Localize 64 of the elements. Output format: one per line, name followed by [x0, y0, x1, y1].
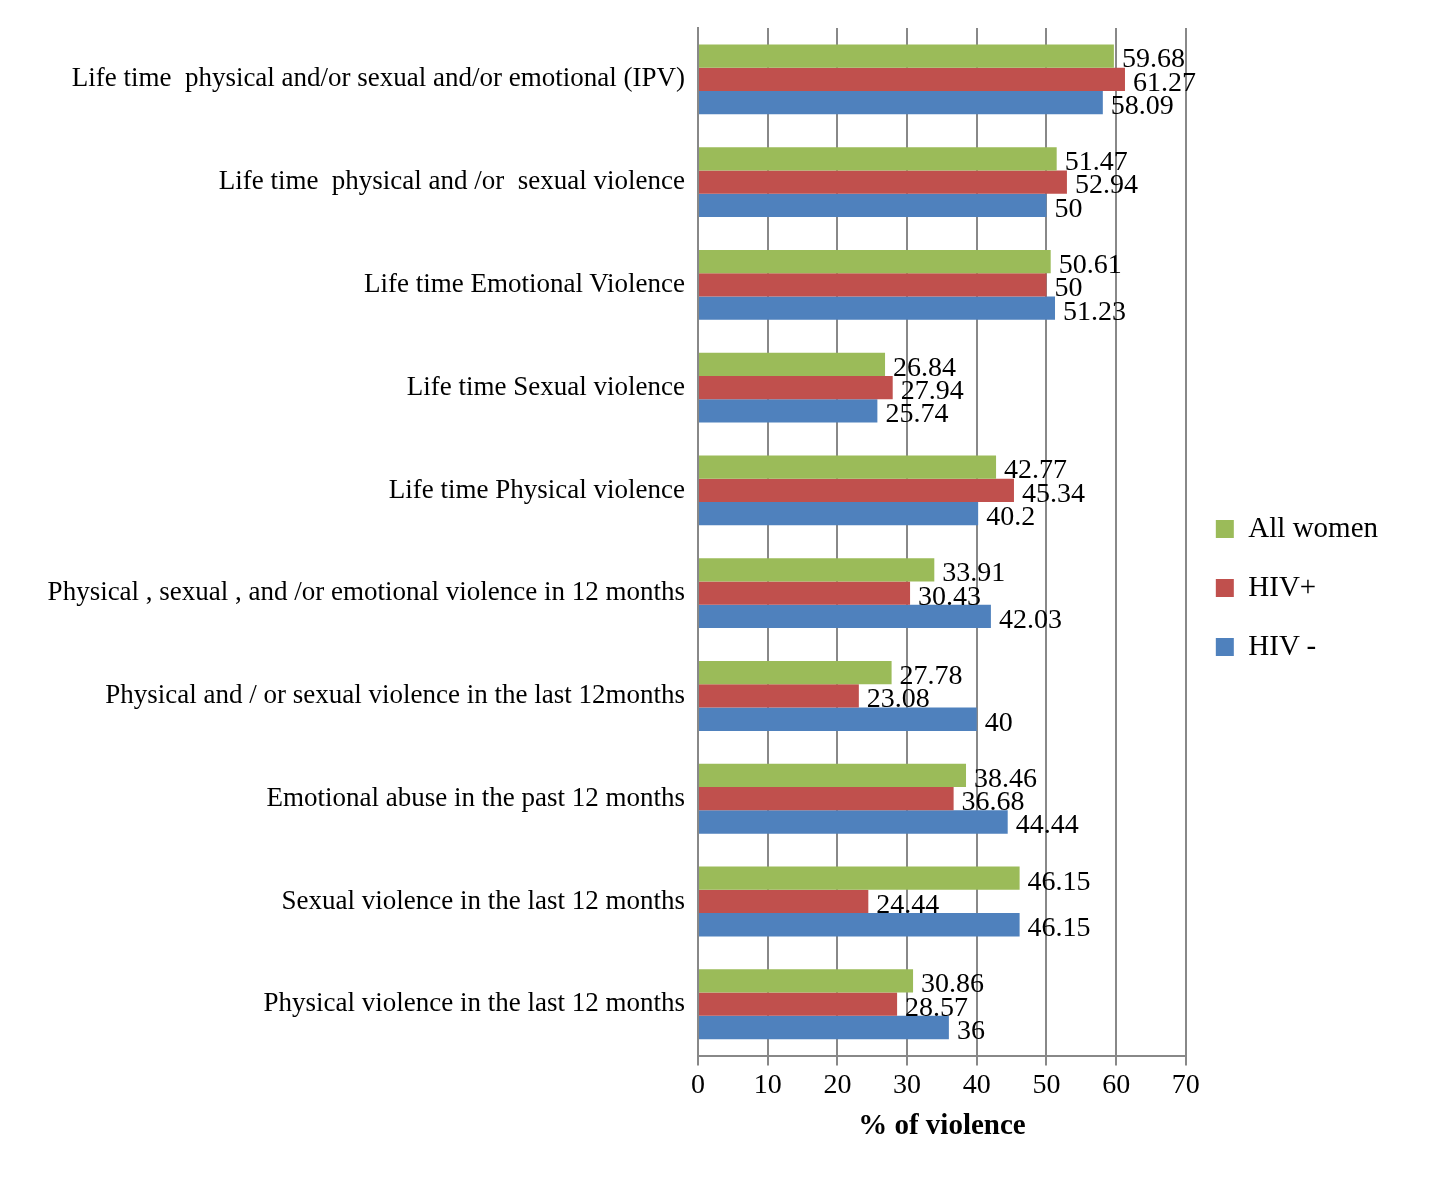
bar: [699, 170, 1067, 194]
bar: [699, 399, 878, 423]
bar: [699, 1015, 949, 1040]
bar: [699, 558, 935, 582]
data-label: 46.15: [1027, 864, 1091, 896]
data-label: 42.03: [998, 602, 1062, 634]
bar: [699, 296, 1056, 320]
bar: [699, 455, 997, 479]
x-tick-label: 0: [691, 1067, 705, 1099]
data-label: 59.68: [1121, 42, 1185, 74]
bar: [699, 889, 869, 914]
bar: [699, 91, 1103, 115]
bar: [699, 193, 1047, 218]
bar: [699, 913, 1020, 937]
bar: [699, 992, 898, 1016]
data-label: 38.46: [974, 761, 1038, 793]
data-label: 42.77: [1004, 453, 1068, 485]
y-tick-label: Physical , sexual , and /or emotional violence in 12 months: [47, 576, 685, 607]
x-tick-label: 20: [823, 1067, 852, 1099]
x-tick-label: 60: [1102, 1067, 1131, 1099]
bar: [699, 604, 991, 629]
x-tick-label: 50: [1032, 1067, 1061, 1099]
data-label: 26.84: [893, 350, 957, 382]
data-label: 46.15: [1027, 911, 1091, 943]
y-tick-label: Emotional abuse in the past 12 months: [266, 781, 685, 812]
bar: [699, 763, 967, 788]
bar: [699, 376, 893, 400]
x-tick-label: 70: [1171, 1067, 1200, 1099]
bar: [699, 810, 1008, 834]
bar: [699, 787, 954, 811]
bar: [699, 249, 1051, 274]
legend-label: HIV+: [1248, 569, 1317, 602]
bar: [699, 866, 1020, 890]
y-tick-label: Life time Emotional Violence: [363, 267, 685, 298]
x-axis-title: % of violence: [858, 1108, 1026, 1141]
data-label: 24.44: [876, 887, 940, 919]
bar: [699, 478, 1014, 503]
y-tick-label: Sexual violence in the last 12 months: [281, 884, 685, 915]
legend-label: All women: [1248, 510, 1379, 543]
bar: [699, 969, 914, 993]
bar: [699, 273, 1047, 297]
bar: [699, 147, 1057, 171]
data-label: 40: [984, 705, 1013, 737]
bar: [699, 502, 979, 526]
legend-label: HIV -: [1248, 628, 1317, 661]
x-tick-label: 40: [962, 1067, 991, 1099]
bar: [699, 581, 911, 605]
y-tick-label: Life time physical and /or sexual violence: [218, 165, 686, 196]
y-tick-label: Physical violence in the last 12 months: [263, 987, 685, 1018]
bar: [699, 44, 1114, 68]
y-tick-label: Physical and / or sexual violence in the last 12months: [105, 679, 685, 710]
y-tick-label: Life time physical and/or sexual and/or emotional (IPV): [71, 62, 685, 93]
bar: [699, 684, 859, 708]
bar: [699, 661, 892, 685]
bar: [699, 67, 1125, 92]
bar: [699, 352, 886, 377]
data-label: 33.91: [942, 556, 1006, 588]
y-tick-label: Life time Physical violence: [388, 473, 686, 504]
data-label: 30.86: [921, 967, 985, 999]
x-tick-label: 30: [893, 1067, 922, 1099]
y-tick-label: Life time Sexual violence: [406, 370, 686, 401]
data-label: 50.61: [1058, 247, 1122, 279]
x-tick-label: 10: [753, 1067, 782, 1099]
bar: [699, 707, 977, 731]
